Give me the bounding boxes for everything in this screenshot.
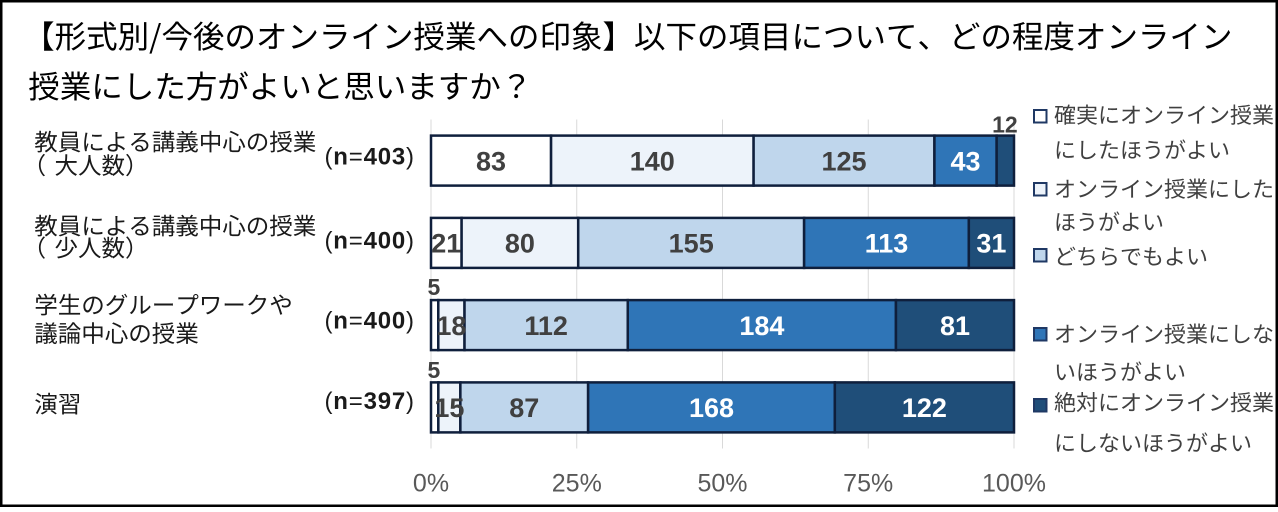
svg-text:87: 87 [509,393,539,423]
svg-text:(n=400): (n=400) [325,308,415,335]
svg-text:31: 31 [976,229,1006,259]
svg-text:50%: 50% [697,469,747,497]
svg-text:18: 18 [436,311,466,341]
svg-text:140: 140 [630,146,675,176]
svg-text:155: 155 [669,229,714,259]
svg-text:168: 168 [689,393,734,423]
svg-text:100%: 100% [982,469,1046,497]
svg-text:81: 81 [940,311,970,341]
svg-text:184: 184 [739,311,784,341]
svg-text:122: 122 [902,393,947,423]
svg-text:112: 112 [524,311,568,341]
svg-text:5: 5 [428,357,441,383]
svg-text:80: 80 [505,229,535,259]
svg-text:75%: 75% [843,469,893,497]
svg-text:113: 113 [865,229,909,259]
svg-text:21: 21 [431,229,461,259]
svg-text:5: 5 [428,274,441,300]
svg-text:(n=400): (n=400) [325,228,415,255]
svg-text:25%: 25% [552,469,602,497]
svg-text:0%: 0% [413,469,449,497]
svg-text:12: 12 [992,112,1018,138]
svg-text:(n=397): (n=397) [325,388,415,415]
svg-text:43: 43 [950,146,980,176]
svg-text:(n=403): (n=403) [325,144,415,171]
svg-text:15: 15 [434,393,464,423]
svg-text:125: 125 [821,146,866,176]
svg-text:83: 83 [476,146,506,176]
